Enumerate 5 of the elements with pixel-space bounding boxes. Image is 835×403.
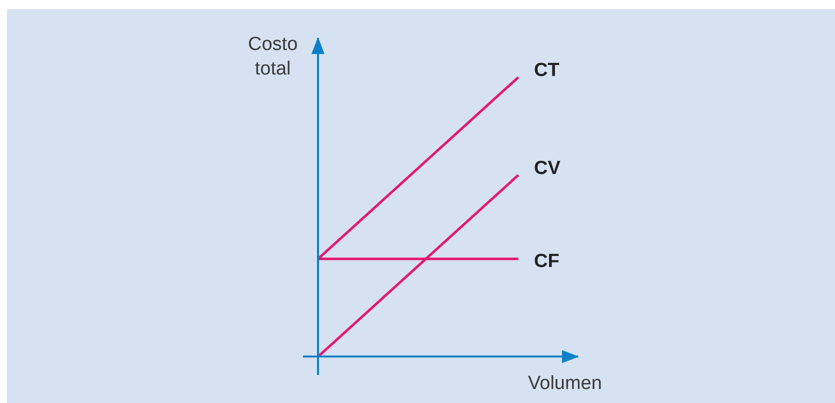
series-label: CF xyxy=(534,251,560,272)
y-axis-title: Costo total xyxy=(248,34,298,80)
series-label: CV xyxy=(534,158,561,179)
x-axis-title: Volumen xyxy=(528,373,602,394)
series-label: CT xyxy=(534,60,560,81)
